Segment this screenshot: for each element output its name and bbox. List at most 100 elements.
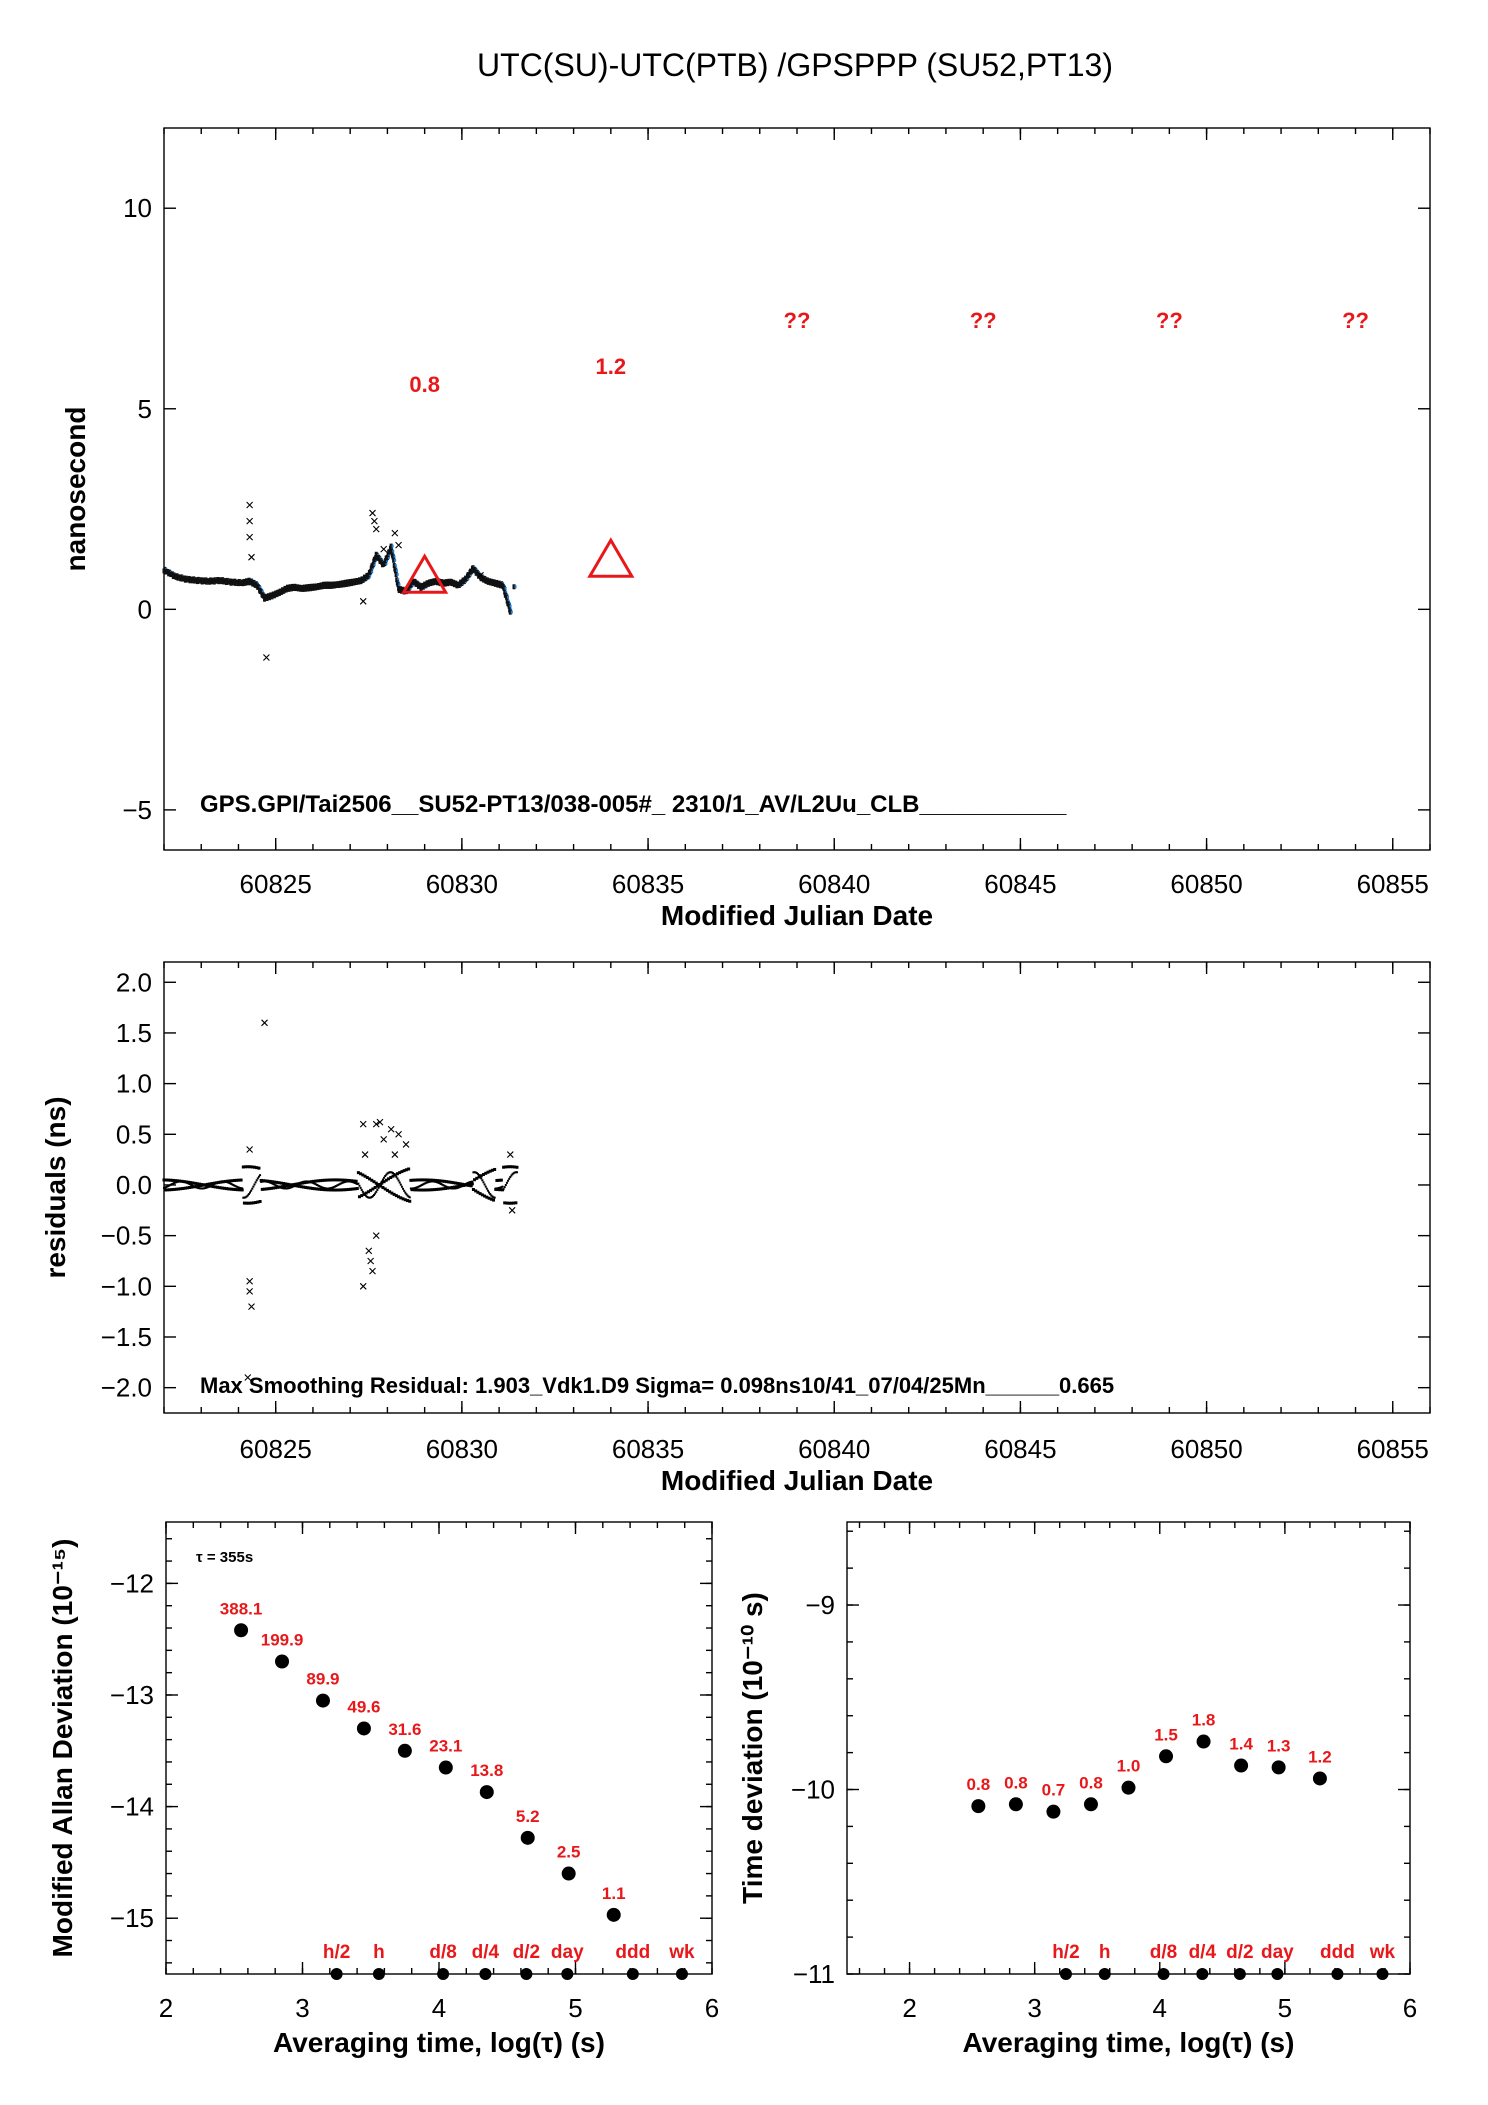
- residual-point: [421, 1188, 425, 1192]
- residual-point: [238, 1188, 242, 1192]
- residual-point: [217, 1181, 220, 1184]
- x-axis-label: Modified Julian Date: [661, 1465, 933, 1496]
- data-point: [1159, 1749, 1174, 1764]
- data-point: [383, 560, 387, 566]
- residual-point: [494, 1187, 497, 1190]
- data-label: 0.7: [1042, 1781, 1066, 1800]
- residual-point: [440, 1182, 443, 1185]
- residual-point: [460, 1185, 463, 1188]
- residual-point: [251, 1201, 255, 1205]
- data-point: [395, 577, 399, 583]
- residual-point: [322, 1186, 325, 1189]
- y-tick-label: 1.0: [116, 1069, 152, 1099]
- residual-point: [256, 1177, 259, 1180]
- residual-point: [412, 1188, 416, 1192]
- residual-point: [474, 1171, 477, 1174]
- residual-point: [253, 1183, 256, 1186]
- residual-point: [388, 1190, 392, 1194]
- residual-point: [170, 1183, 173, 1186]
- residual-point: [251, 1187, 254, 1190]
- residual-point: [282, 1187, 285, 1190]
- residual-point: [308, 1180, 311, 1183]
- residual-point: [383, 1187, 387, 1191]
- residual-point: [404, 1168, 408, 1172]
- residual-point: [364, 1191, 368, 1195]
- residual-point: [443, 1186, 447, 1190]
- residual-point: [349, 1187, 353, 1191]
- data-label: 89.9: [306, 1670, 339, 1689]
- residual-point: [492, 1196, 495, 1199]
- data-label: 13.8: [470, 1761, 503, 1780]
- data-series-1: [162, 1165, 519, 1205]
- data-point: [508, 609, 512, 615]
- data-label: 388.1: [220, 1599, 263, 1618]
- data-point-highlight: [507, 595, 510, 599]
- data-point-highlight: [369, 573, 372, 577]
- residual-point: [374, 1181, 378, 1185]
- residual-point: [244, 1196, 247, 1199]
- interval-label: d/4: [1189, 1942, 1217, 1963]
- residual-point: [422, 1178, 426, 1182]
- outlier-point: [365, 1247, 373, 1255]
- residual-point: [336, 1184, 339, 1187]
- residual-point: [396, 1177, 399, 1180]
- residual-point: [507, 1201, 511, 1205]
- x-tick-label: 6: [1403, 1993, 1417, 2023]
- data-point: [465, 576, 469, 582]
- residual-point: [166, 1178, 170, 1182]
- residual-point: [515, 1171, 518, 1174]
- outlier-point: [372, 1232, 380, 1240]
- residual-point: [414, 1188, 418, 1192]
- residual-point: [322, 1188, 326, 1192]
- residual-point: [498, 1186, 501, 1189]
- residual-point: [229, 1187, 233, 1191]
- residual-point: [503, 1186, 506, 1189]
- residual-point: [225, 1187, 229, 1191]
- y-tick-label: −10: [791, 1775, 835, 1805]
- residual-point: [493, 1196, 496, 1199]
- residual-point: [360, 1188, 363, 1191]
- x-tick-label: 60825: [240, 869, 312, 899]
- data-point: [234, 1623, 249, 1638]
- residual-point: [308, 1186, 312, 1190]
- residual-point: [435, 1187, 439, 1191]
- residual-point: [176, 1180, 179, 1183]
- residual-point: [289, 1186, 292, 1189]
- interval-marker: [1331, 1968, 1344, 1980]
- residual-point: [424, 1182, 427, 1185]
- outlier-point: [477, 571, 484, 579]
- data-label: 1.4: [1229, 1735, 1253, 1754]
- annotation-label: ??: [1156, 308, 1183, 333]
- data-label: 23.1: [429, 1737, 462, 1756]
- plot-frame: [846, 1521, 1411, 1975]
- residual-point: [353, 1187, 357, 1191]
- residual-point: [340, 1182, 343, 1185]
- residual-point: [299, 1185, 303, 1189]
- residual-point: [429, 1178, 433, 1182]
- residual-point: [504, 1183, 507, 1186]
- residual-point: [505, 1201, 509, 1205]
- outlier-point: [387, 1125, 395, 1133]
- residual-point: [311, 1186, 315, 1190]
- x-tick-label: 4: [1153, 1993, 1167, 2023]
- residual-point: [497, 1178, 501, 1182]
- residual-point: [361, 1190, 364, 1193]
- residual-point: [248, 1165, 252, 1169]
- residual-point: [495, 1178, 499, 1182]
- interval-label: h: [373, 1942, 385, 1963]
- outlier-point: [367, 1257, 375, 1265]
- residual-point: [241, 1165, 245, 1169]
- residual-point: [274, 1186, 278, 1190]
- residual-point: [213, 1185, 217, 1189]
- residual-point: [193, 1181, 197, 1185]
- residual-point: [328, 1187, 331, 1190]
- residual-point: [384, 1175, 387, 1178]
- data-point: [561, 1866, 576, 1881]
- residual-point: [351, 1187, 355, 1191]
- residual-point: [505, 1181, 508, 1184]
- residual-point: [321, 1186, 324, 1189]
- data-point-highlight: [514, 585, 517, 589]
- outlier-point: [246, 1146, 254, 1153]
- residual-point: [183, 1180, 186, 1183]
- x-tick-label: 2: [902, 1993, 916, 2023]
